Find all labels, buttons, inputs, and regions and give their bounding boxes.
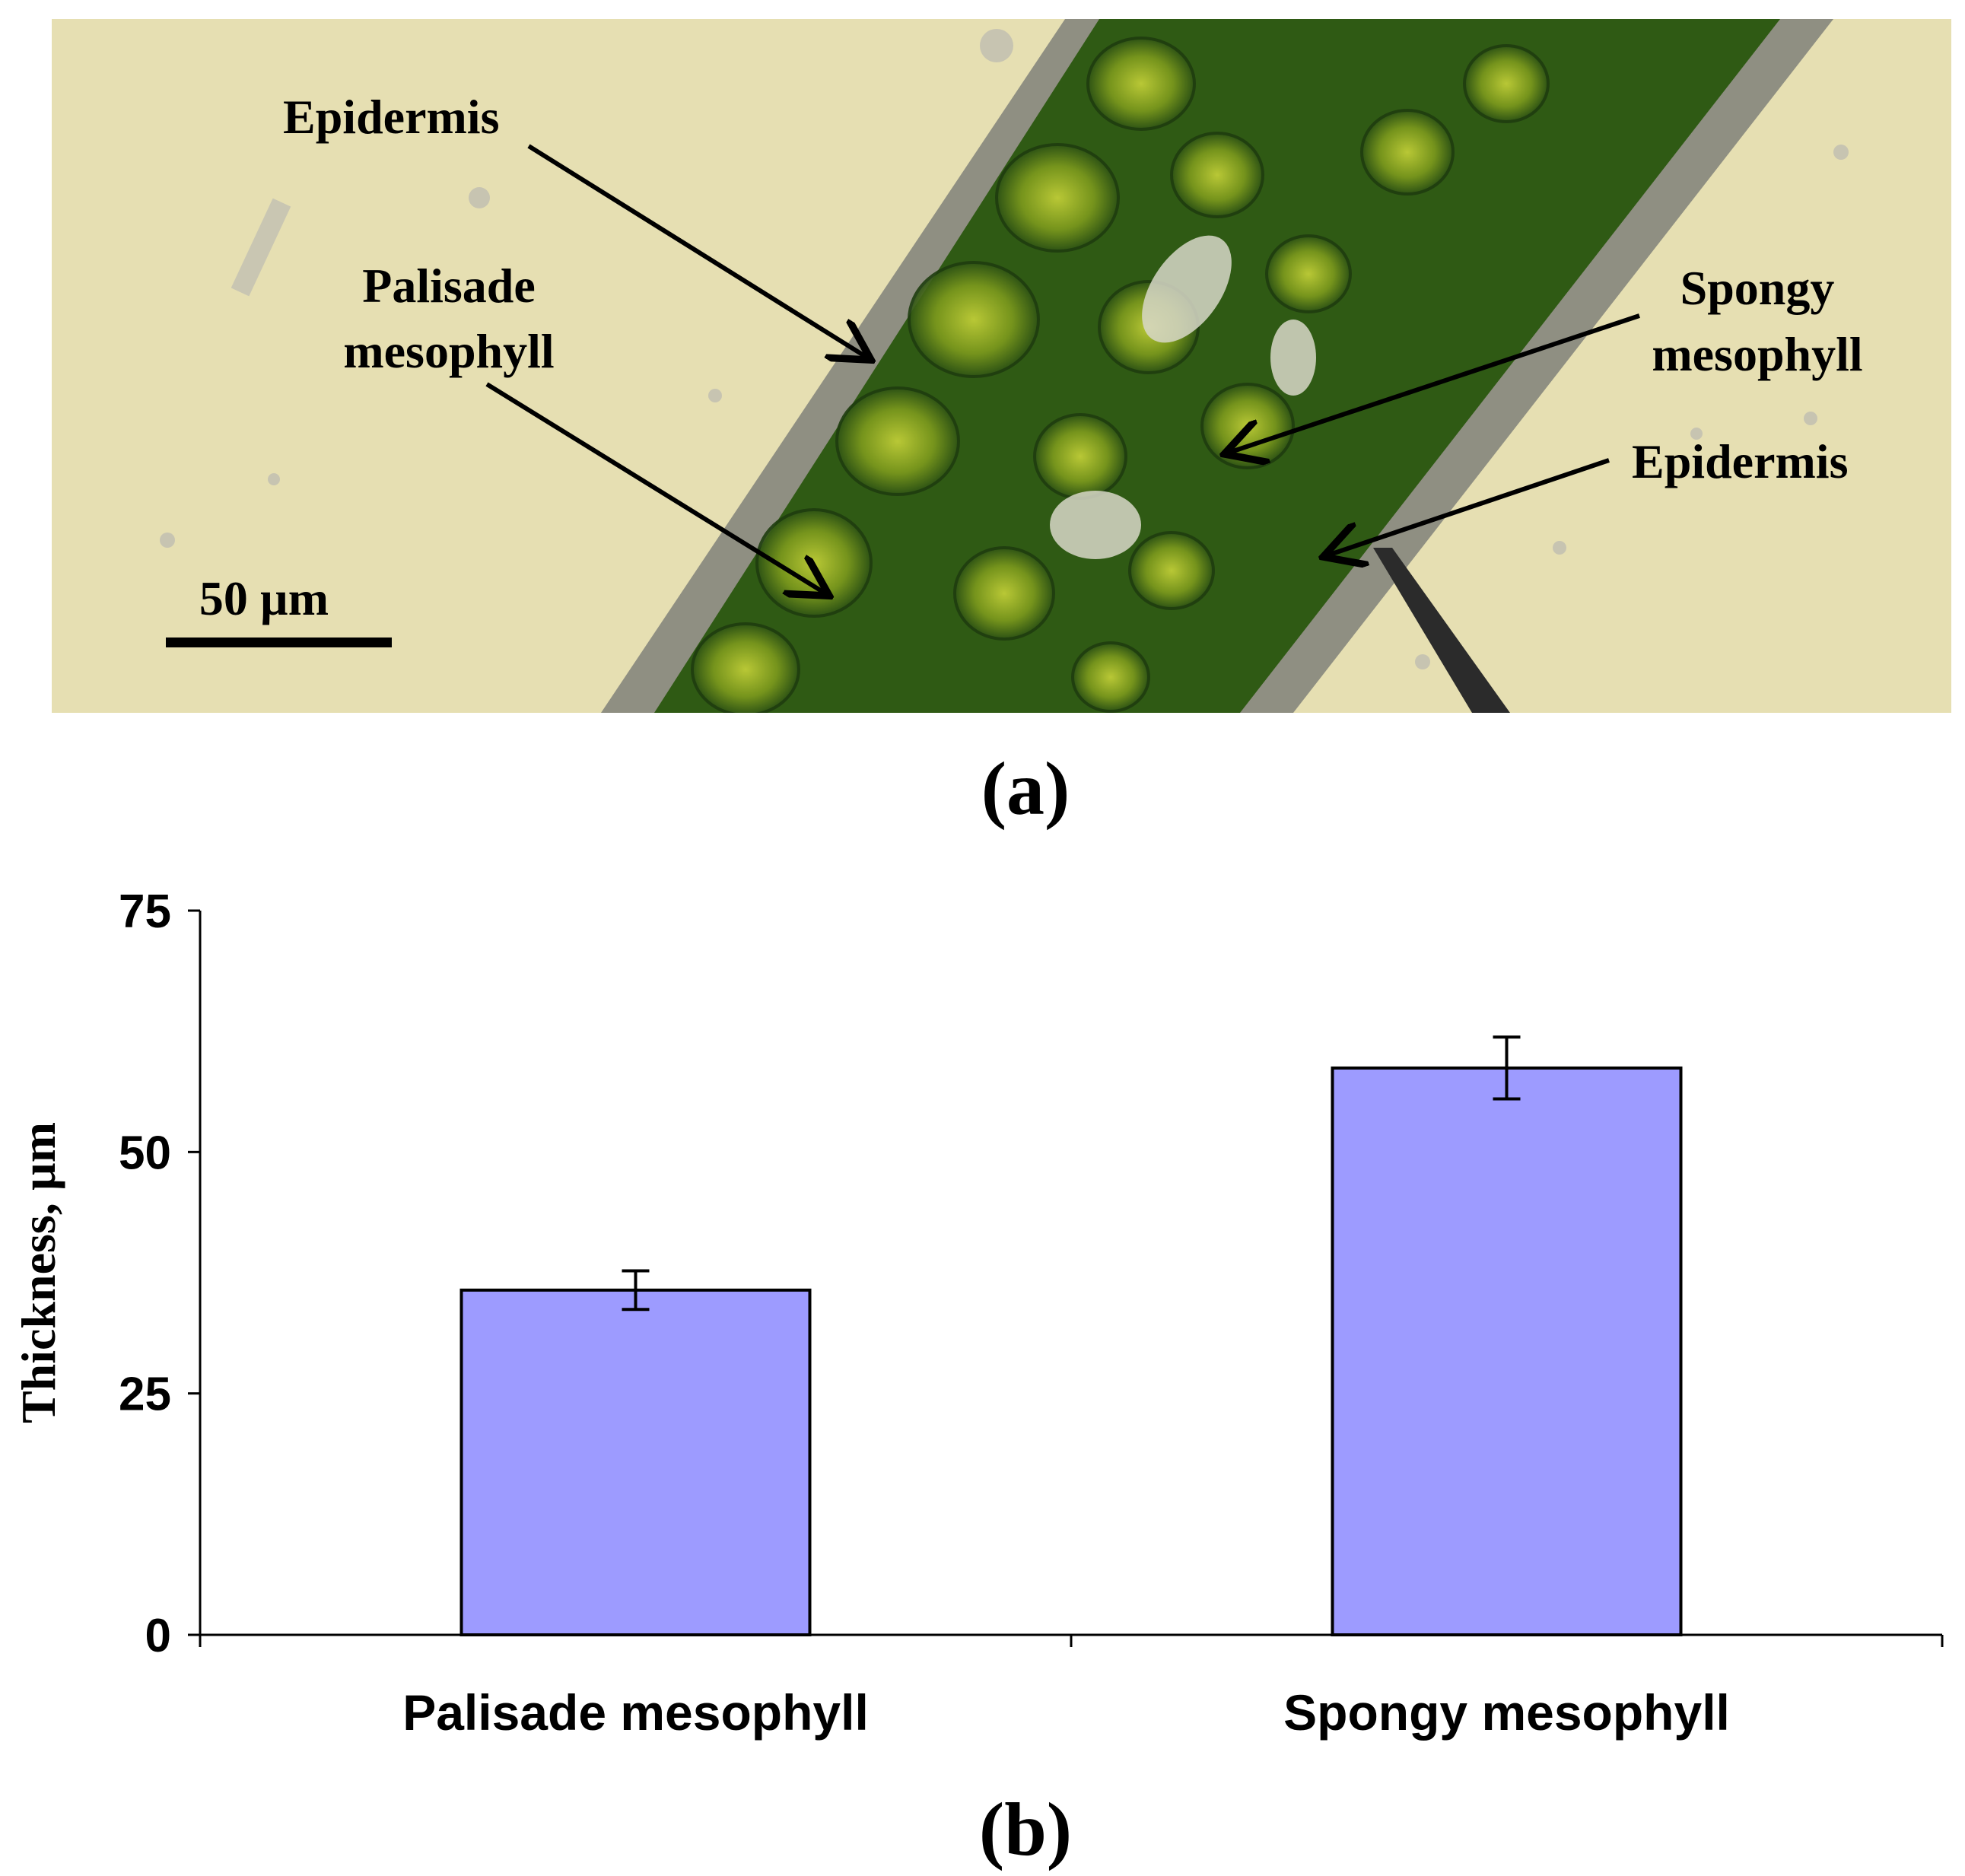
background-fiber xyxy=(231,198,291,297)
arrow-epidermis-top xyxy=(527,144,867,358)
arrow-epidermis-bottom xyxy=(1327,458,1610,555)
bar-palisade-mesophyll xyxy=(459,1288,812,1637)
y-tick-label: 75 xyxy=(119,886,171,938)
label-epidermis-bottom: Epidermis xyxy=(1632,434,1848,488)
mesophyll-cells xyxy=(691,37,1550,713)
scale-bar xyxy=(166,638,392,647)
annotation-arrows xyxy=(485,144,1640,593)
error-bar xyxy=(622,1269,650,1312)
label-palisade-line1: Palisade xyxy=(362,259,536,313)
label-spongy-line1: Spongy xyxy=(1680,261,1835,315)
y-tick-label: 0 xyxy=(145,1610,171,1662)
arrow-palisade-mesophyll xyxy=(485,382,825,593)
arrow-spongy-mesophyll xyxy=(1229,313,1640,453)
background-debris xyxy=(160,29,1849,669)
label-palisade-line2: mesophyll xyxy=(343,324,554,378)
panel-a-caption: (a) xyxy=(981,746,1070,831)
y-tick-label: 25 xyxy=(119,1369,171,1421)
bar-chart: 0 25 50 75 Palisade mesophyll Spongy mesophy… xyxy=(11,886,1944,1741)
intercellular-spaces xyxy=(1050,235,1316,559)
bar-spongy-mesophyll xyxy=(1331,1066,1683,1637)
x-tick-label: Palisade mesophyll xyxy=(402,1684,869,1741)
micrograph-panel: Epidermis Palisade mesophyll Spongy meso… xyxy=(52,19,1951,713)
leaf-mesophyll-band xyxy=(654,19,1780,713)
panel-b-caption: (b) xyxy=(979,1787,1072,1871)
scale-bar-label: 50 µm xyxy=(199,571,329,625)
needle xyxy=(1373,548,1510,713)
error-bar xyxy=(1493,1035,1521,1101)
x-tick-label: Spongy mesophyll xyxy=(1283,1684,1730,1741)
label-epidermis-top: Epidermis xyxy=(283,90,499,144)
label-spongy-line2: mesophyll xyxy=(1652,327,1862,381)
y-axis-label: Thickness, µm xyxy=(11,1122,65,1423)
y-tick-label: 50 xyxy=(119,1127,171,1179)
